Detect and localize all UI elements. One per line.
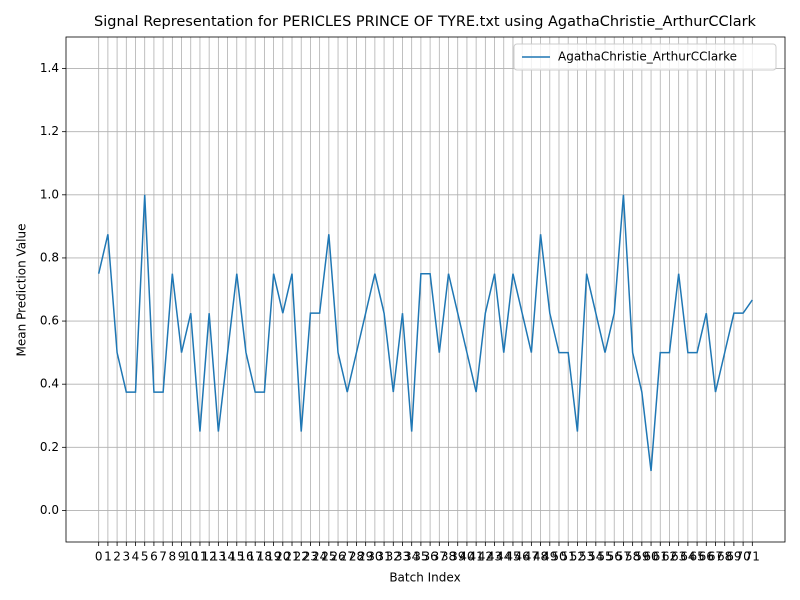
x-tick-label: 34	[404, 550, 419, 564]
x-tick-label: 58	[625, 550, 640, 564]
legend-box	[513, 43, 777, 71]
legend-label: AgathaChristie_ArthurCClarke	[558, 50, 737, 64]
x-tick-label: 30	[367, 550, 382, 564]
x-tick-label: 35	[413, 550, 428, 564]
x-tick-label: 62	[662, 550, 677, 564]
y-tick-label: 1.2	[40, 124, 59, 138]
x-tick-label: 14	[220, 550, 235, 564]
x-tick-label: 59	[634, 550, 649, 564]
x-tick-label: 16	[238, 550, 253, 564]
x-tick-label: 26	[330, 550, 345, 564]
x-tick-label: 69	[726, 550, 741, 564]
x-tick-label: 47	[524, 550, 539, 564]
x-tick-label: 68	[717, 550, 732, 564]
x-tick-label: 48	[533, 550, 548, 564]
x-tick-label: 18	[257, 550, 272, 564]
x-tick-label: 37	[432, 550, 447, 564]
x-tick-label: 11	[192, 550, 207, 564]
x-tick-label: 61	[653, 550, 668, 564]
x-tick-label: 55	[597, 550, 612, 564]
x-tick-label: 57	[616, 550, 631, 564]
x-tick-label: 31	[376, 550, 391, 564]
x-tick-label: 23	[303, 550, 318, 564]
x-tick-label: 15	[229, 550, 244, 564]
x-tick-label: 25	[321, 550, 336, 564]
x-tick-label: 41	[468, 550, 483, 564]
x-tick-label: 27	[340, 550, 355, 564]
x-tick-label: 24	[312, 550, 327, 564]
plot-frame	[65, 36, 786, 543]
x-tick-label: 9	[178, 550, 186, 564]
x-tick-label: 60	[643, 550, 658, 564]
y-tick-label: 0.6	[40, 314, 59, 328]
x-tick-label: 0	[95, 550, 103, 564]
x-tick-label: 3	[122, 550, 130, 564]
y-tick-label: 1.0	[40, 187, 59, 201]
x-tick-label: 2	[113, 550, 121, 564]
x-tick-label: 63	[671, 550, 686, 564]
x-tick-label: 21	[284, 550, 299, 564]
x-tick-label: 4	[132, 550, 140, 564]
x-tick-label: 67	[708, 550, 723, 564]
x-tick-label: 46	[515, 550, 530, 564]
y-tick-label: 0.2	[40, 440, 59, 454]
x-tick-label: 13	[211, 550, 226, 564]
y-tick-label: 1.4	[40, 61, 59, 75]
x-tick-label: 7	[159, 550, 167, 564]
x-tick-label: 40	[459, 550, 474, 564]
x-tick-label: 51	[561, 550, 576, 564]
x-tick-label: 33	[395, 550, 410, 564]
x-tick-label: 19	[266, 550, 281, 564]
x-tick-label: 6	[150, 550, 158, 564]
x-tick-label: 32	[386, 550, 401, 564]
x-tick-label: 49	[542, 550, 557, 564]
x-tick-label: 66	[699, 550, 714, 564]
x-tick-label: 53	[579, 550, 594, 564]
x-tick-label: 45	[505, 550, 520, 564]
x-tick-label: 5	[141, 550, 149, 564]
x-tick-label: 39	[450, 550, 465, 564]
x-tick-label: 42	[478, 550, 493, 564]
x-tick-label: 8	[169, 550, 177, 564]
y-tick-label: 0.0	[40, 503, 59, 517]
x-axis-label: Batch Index	[389, 571, 460, 585]
x-tick-label: 12	[202, 550, 217, 564]
x-tick-label: 10	[183, 550, 198, 564]
x-tick-label: 56	[607, 550, 622, 564]
x-tick-label: 44	[496, 550, 511, 564]
x-tick-label: 20	[275, 550, 290, 564]
x-tick-label: 17	[248, 550, 263, 564]
x-tick-label: 43	[487, 550, 502, 564]
y-axis-label: Mean Prediction Value	[15, 224, 29, 357]
x-tick-label: 54	[588, 550, 603, 564]
x-tick-label: 1	[104, 550, 112, 564]
x-tick-label: 65	[689, 550, 704, 564]
x-tick-label: 38	[441, 550, 456, 564]
x-tick-label: 22	[294, 550, 309, 564]
y-tick-label: 0.4	[40, 377, 59, 391]
data-line	[97, 194, 753, 472]
x-tick-label: 50	[551, 550, 566, 564]
x-tick-label: 28	[349, 550, 364, 564]
x-tick-label: 29	[358, 550, 373, 564]
x-tick-label: 36	[422, 550, 437, 564]
x-tick-label: 70	[735, 550, 750, 564]
y-tick-label: 0.8	[40, 250, 59, 264]
chart-title: Signal Representation for PERICLES PRINC…	[94, 14, 757, 30]
x-tick-label: 64	[680, 550, 695, 564]
x-tick-label: 52	[570, 550, 585, 564]
x-tick-label: 71	[745, 550, 760, 564]
